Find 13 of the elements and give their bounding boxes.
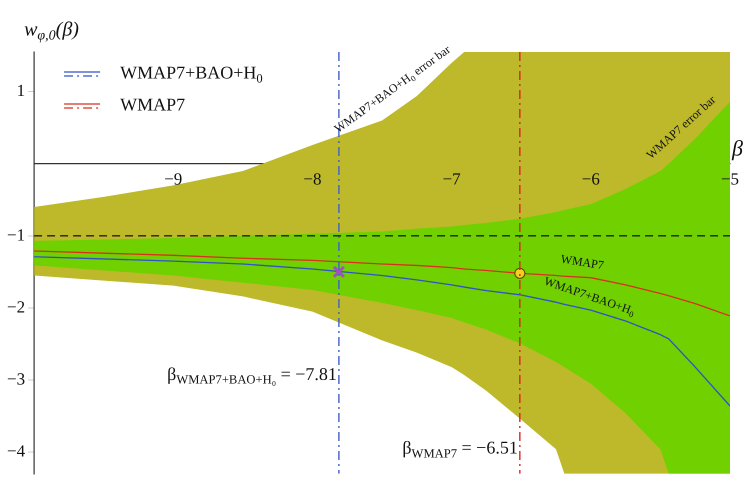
x-tick-label: −6 xyxy=(582,170,600,189)
annotation: WMAP7 xyxy=(560,252,605,272)
y-tick-label: −3 xyxy=(6,370,26,389)
legend-label: WMAP7 xyxy=(120,94,186,115)
y-tick-label: −1 xyxy=(6,225,26,244)
y-tick-label: −4 xyxy=(6,442,26,461)
x-tick-label: −5 xyxy=(720,170,740,189)
x-axis-title: β xyxy=(731,136,743,161)
x-tick-label: −7 xyxy=(442,170,462,189)
y-tick-label: −2 xyxy=(6,297,26,316)
x-tick-label: −9 xyxy=(164,170,182,189)
x-tick-label: −8 xyxy=(303,170,322,189)
y-tick-label: 1 xyxy=(16,81,26,100)
